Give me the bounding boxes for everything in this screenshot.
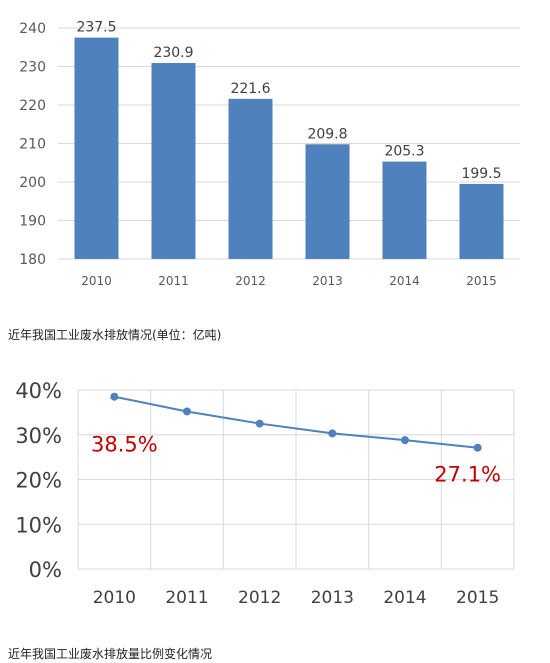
line-x-tick-label: 2015 — [456, 588, 499, 608]
line-y-tick-label: 20% — [15, 469, 62, 493]
line-annotation-start: 38.5% — [91, 433, 158, 457]
bar-y-tick-label: 240 — [19, 21, 46, 37]
bar-y-tick-label: 200 — [19, 175, 46, 191]
line-annotations: 38.5% 27.1% — [91, 433, 501, 487]
line-gridlines — [77, 389, 515, 570]
line-path — [114, 395, 478, 449]
bar — [74, 37, 119, 259]
bar-x-tick-label: 2012 — [235, 274, 266, 288]
line-chart-caption: 近年我国工业废水排放量比例变化情况 — [8, 647, 213, 661]
line-annotation-end: 27.1% — [434, 463, 501, 487]
bar-chart-caption: 近年我国工业废水排放情况(单位：亿吨) — [8, 328, 222, 342]
bar-x-tick-label: 2015 — [466, 274, 497, 288]
bar-x-tick-label: 2014 — [389, 274, 420, 288]
line-x-tick-label: 2011 — [165, 588, 208, 608]
bar-data-label: 209.8 — [307, 126, 347, 142]
line-point — [183, 407, 191, 416]
line-chart: 0%10%20%30%40% 2010 2011 2012 2013 2014 2015 … — [15, 379, 515, 608]
line-x-tick-label: 2013 — [311, 588, 354, 608]
line-y-axis: 0% 10% 20% 30% 40% — [15, 379, 62, 582]
bar-data-label: 199.5 — [461, 166, 501, 182]
bar — [382, 161, 427, 259]
bar-x-tick-label: 2011 — [158, 274, 189, 288]
line-x-axis: 2010 2011 2012 2013 2014 2015 — [93, 588, 500, 608]
bar-chart: 180 190 200 210 220 230 240 237.5 230.9 221.6 209… — [19, 20, 520, 288]
bar-y-axis: 180 190 200 210 220 230 240 — [19, 21, 46, 268]
line-point — [110, 392, 119, 401]
bar-x-tick-label: 2010 — [81, 274, 112, 288]
bar-gridlines — [58, 27, 520, 260]
bar-y-tick-label: 210 — [19, 137, 46, 153]
line-point — [328, 429, 337, 438]
bar — [305, 144, 350, 259]
bar-x-tick-label: 2013 — [312, 274, 343, 288]
bar-y-tick-label: 230 — [19, 60, 46, 76]
line-point — [255, 419, 264, 428]
line-x-tick-label: 2014 — [383, 588, 426, 608]
line-x-tick-label: 2010 — [93, 588, 136, 608]
line-x-tick-label: 2012 — [238, 588, 281, 608]
bar-y-tick-label: 190 — [19, 214, 46, 230]
bar-data-label: 205.3 — [384, 144, 424, 160]
line-y-tick-label: 0% — [29, 558, 62, 582]
bar-y-tick-label: 180 — [19, 252, 46, 268]
bar-y-tick-label: 220 — [19, 98, 46, 114]
bar — [151, 63, 196, 259]
line-point — [473, 443, 482, 452]
bar-x-axis: 2010 2011 2012 2013 2014 2015 — [81, 274, 497, 288]
bar-data-label: 237.5 — [76, 20, 116, 36]
bar-series — [74, 37, 504, 259]
bar — [228, 98, 273, 259]
bar-data-labels: 237.5 230.9 221.6 209.8 205.3 199.5 — [76, 20, 501, 182]
line-y-tick-label: 10% — [15, 513, 62, 537]
bar-data-label: 230.9 — [153, 45, 193, 61]
bar-data-label: 221.6 — [230, 81, 270, 97]
line-series — [110, 392, 482, 452]
line-y-tick-label: 30% — [15, 424, 62, 448]
line-point — [401, 436, 409, 445]
bar — [459, 183, 504, 259]
line-y-tick-label: 40% — [15, 379, 62, 403]
